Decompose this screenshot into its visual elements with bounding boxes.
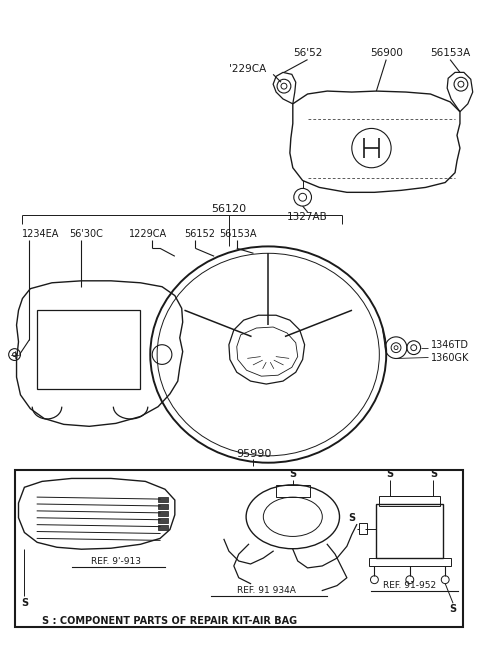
Bar [276, 486, 310, 497]
Text: 1229CA: 1229CA [129, 229, 167, 238]
Text: S: S [430, 468, 437, 478]
Text: 56152: 56152 [185, 229, 216, 238]
Text: 1234EA: 1234EA [23, 229, 60, 238]
Text: 1360GK: 1360GK [431, 353, 469, 363]
Text: S : COMPONENT PARTS OF REPAIR KIT-AIR BAG: S : COMPONENT PARTS OF REPAIR KIT-AIR BA… [42, 616, 298, 626]
Text: 1346TD: 1346TD [431, 340, 468, 350]
Text: S: S [386, 468, 394, 478]
Text: 56'30C: 56'30C [70, 229, 104, 238]
Text: S: S [449, 604, 456, 614]
Bar [158, 497, 168, 502]
Text: S: S [348, 512, 355, 523]
Text: REF. 9'-913: REF. 9'-913 [91, 556, 141, 566]
Bar [369, 558, 451, 566]
Text: 56120: 56120 [211, 204, 246, 214]
Text: REF. 91 934A: REF. 91 934A [237, 586, 296, 595]
Bar [158, 504, 168, 509]
Text: '229CA: '229CA [229, 64, 266, 74]
Text: 56900: 56900 [370, 48, 403, 58]
Bar [359, 523, 367, 535]
Text: 56153A: 56153A [219, 229, 257, 238]
Bar [158, 518, 168, 523]
Text: 95990: 95990 [236, 449, 271, 459]
Bar [158, 525, 168, 530]
Text: S: S [21, 599, 28, 608]
Bar [158, 511, 168, 516]
Text: 56'52: 56'52 [293, 48, 322, 58]
Text: REF. 91-952: REF. 91-952 [383, 581, 436, 590]
Text: 1327AB: 1327AB [287, 212, 328, 222]
Text: 56153A: 56153A [430, 48, 470, 58]
Bar [379, 496, 440, 506]
Bar [14, 470, 463, 627]
Bar [37, 310, 141, 389]
Bar [376, 504, 443, 558]
Text: S: S [289, 468, 296, 478]
